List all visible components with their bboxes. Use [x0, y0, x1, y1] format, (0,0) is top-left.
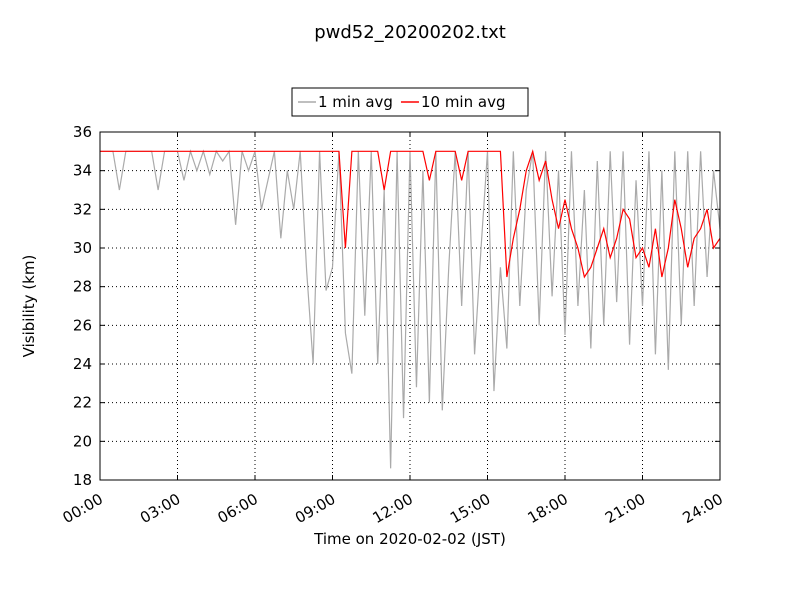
x-tick-label: 03:00 — [137, 490, 183, 527]
x-tick-label: 24:00 — [680, 490, 726, 527]
chart-title: pwd52_20200202.txt — [314, 22, 506, 43]
y-tick-label: 22 — [73, 394, 92, 412]
y-tick-label: 36 — [73, 123, 92, 141]
x-axis-label: Time on 2020-02-02 (JST) — [313, 530, 506, 548]
y-tick-label: 24 — [73, 355, 92, 373]
x-tick-label: 00:00 — [60, 490, 106, 527]
y-tick-label: 20 — [73, 432, 92, 450]
y-tick-label: 28 — [73, 278, 92, 296]
x-tick-label: 21:00 — [602, 490, 648, 527]
legend-label: 10 min avg — [421, 93, 506, 111]
data-line — [100, 149, 721, 279]
y-tick-label: 18 — [73, 471, 92, 489]
x-tick-label: 15:00 — [447, 490, 493, 527]
y-tick-label: 34 — [73, 162, 92, 180]
x-tick-label: 06:00 — [215, 490, 261, 527]
x-tick-label: 09:00 — [292, 490, 338, 527]
y-axis-label: Visibility (km) — [20, 255, 38, 358]
y-tick-label: 32 — [73, 200, 92, 218]
legend-label: 1 min avg — [318, 93, 393, 111]
y-tick-label: 30 — [73, 239, 92, 257]
x-tick-label: 18:00 — [525, 490, 571, 527]
plot-frame — [99, 131, 721, 481]
y-tick-label: 26 — [73, 316, 92, 334]
x-tick-label: 12:00 — [370, 490, 416, 527]
